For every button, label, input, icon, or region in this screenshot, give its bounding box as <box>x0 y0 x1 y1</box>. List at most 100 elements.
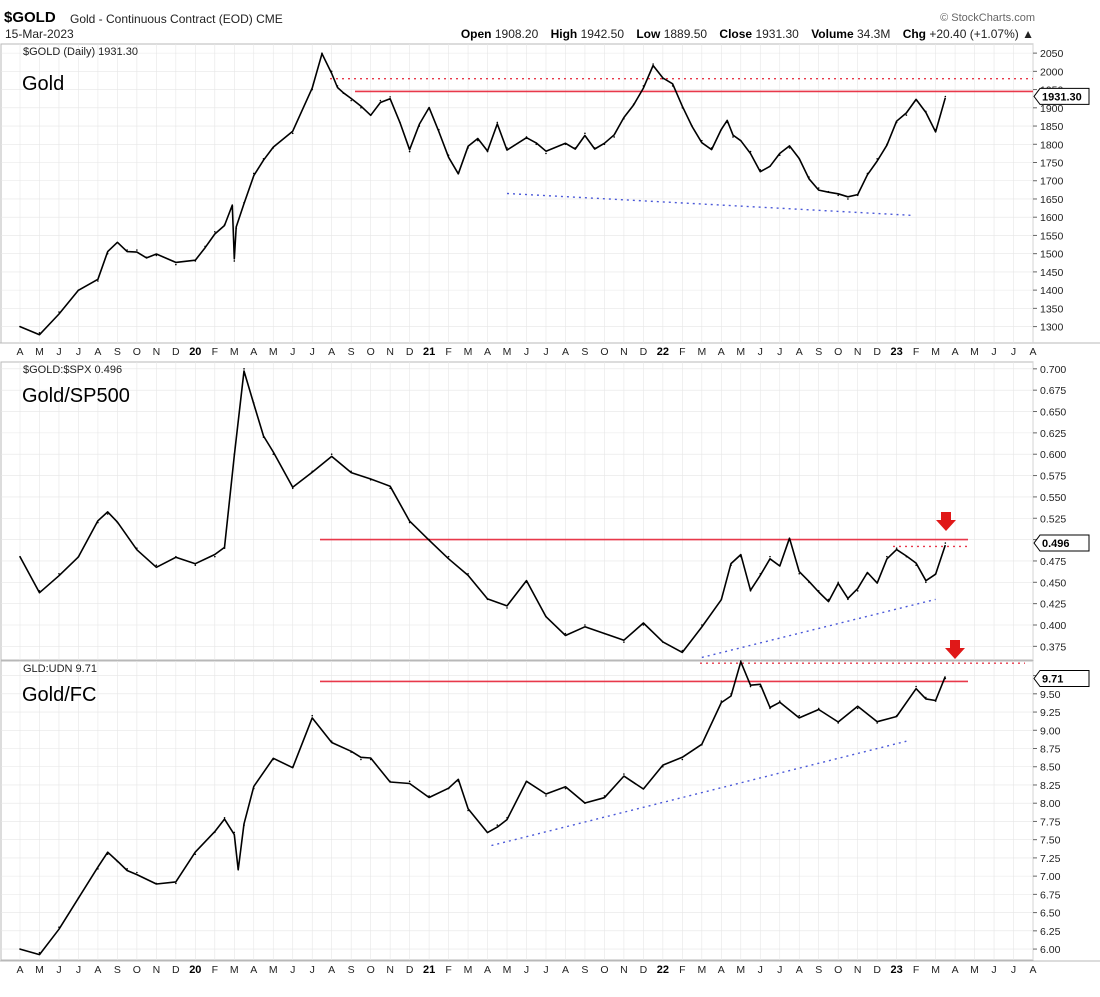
stockcharts-brand[interactable]: © StockCharts.com <box>940 12 1035 24</box>
data-point <box>730 564 732 567</box>
data-point <box>97 280 99 282</box>
data-point <box>681 107 684 109</box>
last-value-box <box>1033 87 1090 105</box>
data-point <box>749 590 752 592</box>
x-tick-label: J <box>543 964 548 976</box>
data-point <box>726 121 728 124</box>
data-point <box>116 521 119 524</box>
data-point <box>798 714 801 717</box>
data-point <box>155 564 158 567</box>
x-tick-label: J <box>758 346 763 358</box>
data-point <box>194 564 197 567</box>
data-point <box>720 128 723 131</box>
x-tick-label: 21 <box>423 964 435 976</box>
data-point <box>467 147 469 149</box>
data-point <box>155 254 158 257</box>
data-point <box>457 172 460 175</box>
data-point <box>817 187 820 189</box>
data-point <box>545 795 547 797</box>
data-point <box>126 249 128 251</box>
data-point <box>739 139 742 142</box>
last-value-label: 0.496 <box>1042 538 1070 550</box>
data-point <box>19 948 21 950</box>
data-point <box>593 147 596 149</box>
data-point <box>895 714 898 717</box>
y-tick-label: 0.650 <box>1040 407 1066 419</box>
data-point <box>730 693 732 695</box>
y-tick-label: 1300 <box>1040 322 1064 334</box>
volume-value: 34.3M <box>856 27 891 41</box>
data-point <box>788 147 791 149</box>
y-tick-label: 0.525 <box>1040 513 1066 525</box>
panel-title: Gold/SP500 <box>22 385 130 407</box>
x-tick-label: M <box>970 964 979 976</box>
data-point <box>243 368 245 370</box>
data-point <box>243 201 245 204</box>
data-point <box>623 773 625 775</box>
x-tick-label: N <box>620 964 628 976</box>
data-point <box>895 121 898 124</box>
panel-title: Gold <box>22 73 64 95</box>
data-point <box>769 165 771 167</box>
y-tick-label: 7.75 <box>1040 816 1061 828</box>
data-point <box>19 325 21 328</box>
x-tick-label: N <box>153 964 161 976</box>
data-point <box>876 581 878 584</box>
data-point <box>262 436 265 438</box>
x-tick-label: 22 <box>657 964 669 976</box>
chart-date: 15-Mar-2023 <box>5 27 74 41</box>
data-point <box>311 470 314 473</box>
data-point <box>467 809 469 812</box>
data-point <box>584 132 586 135</box>
data-point <box>944 542 947 544</box>
x-tick-label: A <box>328 964 335 976</box>
y-tick-label: 0.700 <box>1040 364 1066 376</box>
data-point <box>126 868 128 870</box>
data-point <box>876 158 878 160</box>
chg-label: Chg <box>902 27 927 41</box>
support-trendline <box>491 740 907 847</box>
data-point <box>233 260 236 262</box>
last-value-box <box>1033 534 1090 552</box>
data-point <box>321 52 323 54</box>
data-point <box>506 816 508 819</box>
x-tick-label: S <box>581 964 588 976</box>
data-point <box>584 624 586 626</box>
y-tick-label: 1500 <box>1040 249 1064 261</box>
data-point <box>342 92 345 95</box>
data-point <box>389 487 391 490</box>
x-tick-label: S <box>348 964 355 976</box>
data-point <box>116 241 119 244</box>
x-tick-label: J <box>777 346 782 358</box>
data-point <box>652 63 654 65</box>
data-point <box>701 744 703 746</box>
data-point <box>886 143 888 146</box>
data-point <box>214 831 216 834</box>
x-tick-label: N <box>386 346 394 358</box>
x-tick-label: A <box>952 346 959 358</box>
data-point <box>564 143 567 146</box>
data-point <box>175 555 177 558</box>
data-point <box>905 114 908 116</box>
data-point <box>798 572 801 575</box>
data-point <box>710 147 713 149</box>
y-tick-label: 9.00 <box>1040 725 1061 737</box>
data-point <box>759 168 762 171</box>
data-point <box>827 598 830 601</box>
data-point <box>876 722 878 724</box>
x-tick-label: F <box>913 346 919 358</box>
data-point <box>603 795 606 797</box>
y-tick-label: 1850 <box>1040 121 1064 133</box>
x-tick-label: O <box>834 964 842 976</box>
x-tick-label: J <box>56 346 61 358</box>
data-point <box>272 453 275 456</box>
data-point <box>58 311 60 313</box>
data-point <box>603 632 606 635</box>
data-point <box>97 868 99 870</box>
x-tick-label: A <box>94 964 101 976</box>
volume-label: Volume <box>811 27 854 41</box>
quote-summary: Open 1908.20 High 1942.50 Low 1889.50 Cl… <box>461 27 1034 41</box>
x-tick-label: J <box>290 346 295 358</box>
x-tick-label: O <box>367 346 375 358</box>
x-tick-label: J <box>524 964 529 976</box>
